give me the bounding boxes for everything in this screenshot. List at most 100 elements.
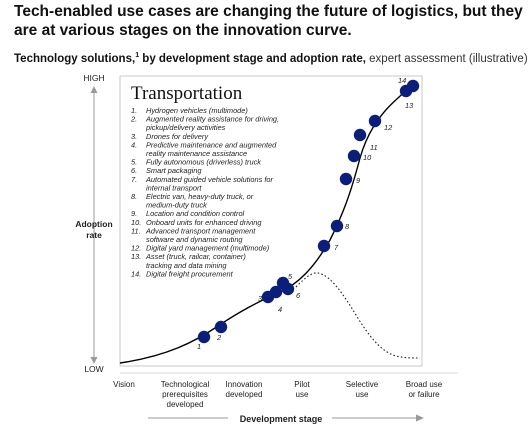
legend-text: Advanced transport management	[145, 226, 256, 235]
x-stage-text: Broad use	[406, 380, 443, 389]
x-stage-text: developed	[167, 400, 204, 409]
legend-number: 11.	[131, 226, 141, 235]
point-label: 4	[278, 305, 282, 314]
headline: Tech-enabled use cases are changing the …	[14, 3, 523, 39]
y-axis-low-label: LOW	[84, 364, 103, 374]
legend-number: 7.	[131, 175, 137, 184]
adoption-curve	[119, 85, 415, 364]
x-stage-text: Vision	[113, 380, 135, 389]
point-4: 4	[269, 285, 283, 314]
point-dot	[353, 128, 367, 142]
legend-item: 2. Augmented reality assistance for drivi…	[130, 115, 279, 133]
panel-title: Transportation	[131, 83, 243, 104]
legend-text: Digital freight procurement	[146, 269, 234, 278]
legend-number: 8.	[131, 192, 137, 201]
subtitle-light: expert assessment (illustrative)	[365, 52, 528, 65]
x-stage-text: Pilot	[294, 380, 310, 389]
x-stage-text: developed	[226, 390, 263, 399]
legend-text: Smart packaging	[146, 166, 202, 175]
legend: 1. Hydrogen vehicles (multimode) 2. Augment…	[130, 106, 279, 278]
x-axis-stage-labels: Vision Technologicalprerequisitesdevelope…	[113, 380, 443, 409]
point-dot	[347, 149, 361, 163]
legend-item: 8. Electric van, heavy-duty truck, ormedi…	[131, 192, 254, 210]
point-label: 11	[370, 143, 378, 152]
legend-number: 6.	[131, 166, 137, 175]
legend-text: Drones for delivery	[146, 132, 209, 141]
legend-number: 14.	[131, 269, 141, 278]
point-dot	[339, 172, 353, 186]
legend-number: 9.	[131, 209, 137, 218]
legend-item: 13. Asset (truck, railcar, container)trac…	[131, 252, 246, 270]
point-7: 7	[317, 239, 339, 253]
point-dot	[330, 219, 344, 233]
point-11: 11	[353, 128, 378, 152]
legend-text: tracking and data mining	[146, 261, 227, 270]
point-9: 9	[339, 172, 360, 186]
legend-text: Electric van, heavy-duty truck, or	[146, 192, 254, 201]
point-dot	[197, 330, 211, 344]
point-label: 13	[405, 101, 414, 110]
subtitle-footnote-mark: 1	[135, 52, 140, 59]
legend-text: Asset (truck, railcar, container)	[145, 252, 246, 261]
legend-item: 14. Digital freight procurement	[131, 269, 234, 278]
point-label: 1	[197, 342, 201, 351]
y-axis-high-label: HIGH	[83, 73, 104, 83]
legend-text: Augmented reality assistance for driving…	[145, 115, 279, 124]
legend-text: Location and condition control	[146, 209, 245, 218]
point-8: 8	[330, 219, 350, 233]
point-2: 2	[214, 320, 228, 342]
diagram-panel	[119, 75, 423, 367]
x-axis-title-bg	[228, 411, 332, 425]
point-label: 8	[345, 222, 350, 231]
point-label: 14	[398, 76, 406, 85]
subtitle-bold-2: by development stage and adoption rate,	[139, 52, 366, 65]
legend-number: 10.	[131, 218, 141, 227]
legend-item: 9. Location and condition control	[131, 209, 245, 218]
point-dot	[317, 239, 331, 253]
point-label: 12	[384, 123, 392, 132]
legend-text: internal transport	[146, 183, 202, 192]
x-stage-label: Vision	[113, 380, 135, 389]
legend-number: 3.	[131, 132, 137, 141]
x-stage-text: Innovation	[226, 380, 263, 389]
legend-text: medium-duty truck	[146, 201, 207, 210]
legend-text: Hydrogen vehicles (multimode)	[146, 106, 248, 115]
point-label: 7	[334, 243, 339, 252]
legend-number: 1.	[131, 106, 137, 115]
subtitle-bold: Technology solutions,	[14, 52, 136, 65]
point-label: 6	[296, 291, 301, 300]
x-stage-text: prerequisites	[162, 390, 208, 399]
legend-item: 1. Hydrogen vehicles (multimode)	[131, 106, 248, 115]
point-6: 6	[281, 282, 301, 300]
x-axis-title: Development stage	[240, 414, 323, 424]
y-axis-arrow-up-icon	[90, 86, 98, 93]
legend-item: 4. Predictive maintenance and augmentedre…	[131, 140, 277, 158]
y-axis-title-line2: rate	[86, 230, 102, 240]
point-label: 5	[288, 272, 293, 281]
legend-item: 11. Advanced transport managementsoftware…	[131, 226, 256, 244]
x-stage-text: use	[296, 390, 309, 399]
legend-item: 5. Fully autonomous (driverless) truck	[131, 158, 261, 167]
legend-text: Onboard units for enhanced driving	[146, 218, 262, 227]
legend-number: 12.	[131, 244, 141, 253]
legend-text: software and dynamic routing	[146, 235, 243, 244]
legend-text: Automated guided vehicle solutions for	[145, 175, 273, 184]
legend-number: 5.	[131, 158, 137, 167]
legend-number: 13.	[131, 252, 141, 261]
legend-number: 4.	[131, 140, 137, 149]
legend-item: 3. Drones for delivery	[131, 132, 209, 141]
point-label: 9	[356, 176, 360, 185]
point-dot	[406, 79, 420, 93]
legend-text: Fully autonomous (driverless) truck	[146, 158, 261, 167]
x-stage-text: or failure	[408, 390, 440, 399]
point-label: 10	[363, 153, 372, 162]
legend-text: Predictive maintenance and augmented	[146, 140, 277, 149]
x-stage-text: Technological	[161, 380, 210, 389]
y-axis-title-line1: Adoption	[75, 219, 112, 229]
point-10: 10	[347, 149, 372, 163]
point-12: 12	[368, 114, 392, 132]
